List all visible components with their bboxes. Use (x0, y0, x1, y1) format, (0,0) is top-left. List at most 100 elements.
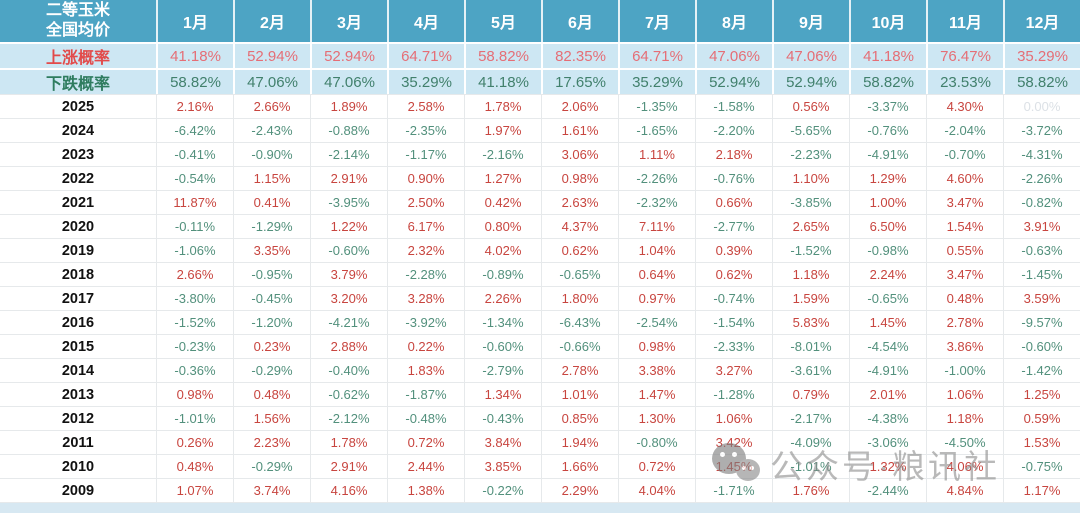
year-row: 2014 -0.36% -0.29% -0.40% 1.83% -2.79% 2.78% 3.… (0, 358, 1080, 382)
monthly-change-value: -2.43% (233, 119, 310, 142)
monthly-change-value: 0.48% (926, 287, 1003, 310)
month-header-cell: 4月 (387, 0, 464, 42)
fall-probability-value: 41.18% (464, 70, 541, 94)
monthly-change-value: 3.86% (926, 335, 1003, 358)
monthly-change-value: -4.09% (772, 431, 849, 454)
monthly-change-value: 2.06% (541, 95, 618, 118)
monthly-change-value: -4.91% (849, 359, 926, 382)
monthly-change-value: -0.98% (849, 239, 926, 262)
monthly-change-value: -0.82% (1003, 191, 1080, 214)
monthly-change-value: 1.18% (926, 407, 1003, 430)
monthly-change-value: -3.80% (156, 287, 233, 310)
year-label: 2016 (61, 314, 95, 331)
rise-probability-value: 82.35% (541, 44, 618, 68)
monthly-change-value: -9.57% (1003, 311, 1080, 334)
monthly-change-value: -2.35% (387, 119, 464, 142)
corner-title-line2: 全国均价 (45, 22, 110, 39)
monthly-change-value: 2.78% (926, 311, 1003, 334)
monthly-change-value: -2.77% (695, 215, 772, 238)
monthly-change-value: 0.48% (156, 455, 233, 478)
monthly-change-value: 0.39% (695, 239, 772, 262)
rise-probability-value: 41.18% (156, 44, 233, 68)
monthly-change-value: 0.90% (387, 167, 464, 190)
month-header-cell: 8月 (695, 0, 772, 42)
monthly-change-value: 2.44% (387, 455, 464, 478)
monthly-change-value: -0.65% (849, 287, 926, 310)
monthly-change-value: 1.11% (618, 143, 695, 166)
monthly-change-value: -0.89% (464, 263, 541, 286)
rise-probability-value: 47.06% (772, 44, 849, 68)
monthly-change-value: 4.37% (541, 215, 618, 238)
monthly-change-value: -0.11% (156, 215, 233, 238)
monthly-change-value: 1.97% (464, 119, 541, 142)
monthly-change-value: 3.91% (1003, 215, 1080, 238)
monthly-change-value: 3.42% (695, 431, 772, 454)
monthly-change-value: -1.00% (926, 359, 1003, 382)
monthly-change-value: 1.78% (464, 95, 541, 118)
monthly-change-value: 2.91% (310, 167, 387, 190)
rise-probability-value: 41.18% (849, 44, 926, 68)
monthly-change-value: 2.23% (233, 431, 310, 454)
monthly-change-value: -1.28% (695, 383, 772, 406)
monthly-change-value: 1.00% (849, 191, 926, 214)
monthly-change-value: 3.47% (926, 191, 1003, 214)
monthly-change-value: 4.84% (926, 479, 1003, 502)
monthly-change-value: 3.85% (464, 455, 541, 478)
monthly-change-value: -1.45% (1003, 263, 1080, 286)
fall-probability-value: 35.29% (618, 70, 695, 94)
monthly-change-value: -0.60% (1003, 335, 1080, 358)
year-label: 2010 (61, 458, 95, 475)
monthly-change-value: 0.72% (387, 431, 464, 454)
monthly-change-value: 1.25% (1003, 383, 1080, 406)
monthly-change-value: -2.44% (849, 479, 926, 502)
monthly-change-value: 2.91% (310, 455, 387, 478)
monthly-change-value: 2.65% (772, 215, 849, 238)
monthly-change-value: -0.29% (233, 455, 310, 478)
monthly-change-value: -4.38% (849, 407, 926, 430)
monthly-change-value: -0.41% (156, 143, 233, 166)
year-label: 2015 (61, 338, 95, 355)
year-row: 2017 -3.80% -0.45% 3.20% 3.28% 2.26% 1.80% 0.97… (0, 286, 1080, 310)
monthly-change-value: 2.66% (156, 263, 233, 286)
monthly-change-value: 3.27% (695, 359, 772, 382)
monthly-change-value: 3.84% (464, 431, 541, 454)
monthly-change-value: -2.79% (464, 359, 541, 382)
monthly-change-value: 1.34% (464, 383, 541, 406)
fall-probability-value: 23.53% (926, 70, 1003, 94)
year-row: 2012 -1.01% 1.56% -2.12% -0.48% -0.43% 0.85% 1.… (0, 406, 1080, 430)
monthly-change-value: -3.92% (387, 311, 464, 334)
monthly-change-value: -5.65% (772, 119, 849, 142)
monthly-change-value: 1.78% (310, 431, 387, 454)
monthly-change-value: -0.43% (464, 407, 541, 430)
monthly-change-value: 4.60% (926, 167, 1003, 190)
monthly-change-value: 4.04% (618, 479, 695, 502)
monthly-change-value: 3.38% (618, 359, 695, 382)
monthly-change-value: -0.45% (233, 287, 310, 310)
month-header-cell: 3月 (310, 0, 387, 42)
monthly-change-value: -2.16% (464, 143, 541, 166)
monthly-change-value: -0.76% (849, 119, 926, 142)
monthly-change-value: 1.66% (541, 455, 618, 478)
monthly-change-value: 3.79% (310, 263, 387, 286)
monthly-change-value: -0.66% (541, 335, 618, 358)
monthly-change-value: 1.45% (849, 311, 926, 334)
monthly-change-value: 0.62% (541, 239, 618, 262)
monthly-change-value: -4.91% (849, 143, 926, 166)
rise-probability-value: 76.47% (926, 44, 1003, 68)
monthly-change-value: -8.01% (772, 335, 849, 358)
fall-probability-value: 47.06% (233, 70, 310, 94)
year-row: 2025 2.16% 2.66% 1.89% 2.58% 1.78% 2.06% -1.35%… (0, 94, 1080, 118)
monthly-change-value: -0.60% (464, 335, 541, 358)
monthly-change-value: 3.28% (387, 287, 464, 310)
month-header-cell: 2月 (233, 0, 310, 42)
monthly-change-value: 1.22% (310, 215, 387, 238)
monthly-change-value: 4.30% (926, 95, 1003, 118)
monthly-change-value: 0.41% (233, 191, 310, 214)
monthly-change-value: 1.61% (541, 119, 618, 142)
year-row: 2009 1.07% 3.74% 4.16% 1.38% -0.22% 2.29% 4.04%… (0, 478, 1080, 502)
fall-probability-value: 52.94% (772, 70, 849, 94)
monthly-change-value: 1.06% (695, 407, 772, 430)
monthly-change-value: 1.89% (310, 95, 387, 118)
monthly-change-value: -0.76% (695, 167, 772, 190)
monthly-change-value: 4.16% (310, 479, 387, 502)
